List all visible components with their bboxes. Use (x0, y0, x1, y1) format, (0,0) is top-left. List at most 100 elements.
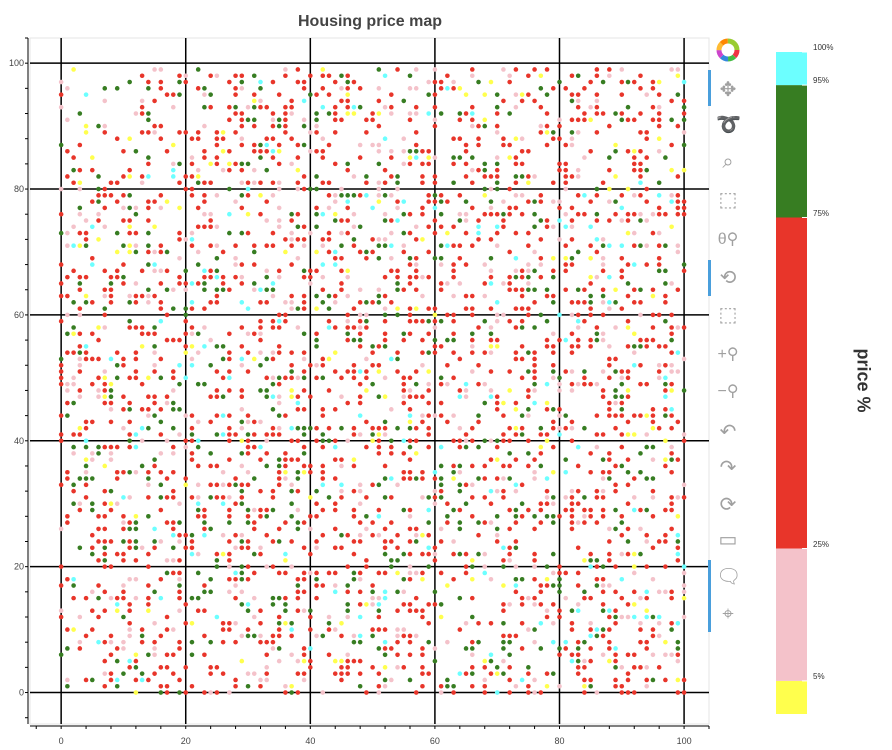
data-point (77, 614, 83, 620)
data-point (370, 532, 375, 538)
data-point (526, 438, 531, 444)
data-point (308, 281, 313, 286)
data-point (557, 652, 562, 658)
data-point (469, 306, 475, 311)
data-point (656, 633, 662, 639)
data-point (426, 161, 431, 167)
data-point (208, 211, 213, 217)
data-point (644, 243, 650, 248)
data-point (594, 111, 600, 116)
data-point (519, 432, 525, 437)
data-point (133, 375, 139, 381)
data-point (382, 306, 388, 311)
data-point (607, 539, 612, 544)
data-point (625, 652, 631, 658)
data-point (77, 186, 83, 192)
data-point (488, 211, 494, 217)
data-point (575, 652, 581, 658)
data-point (283, 117, 288, 123)
data-point (644, 614, 650, 620)
data-point (451, 331, 456, 337)
data-point (320, 180, 326, 186)
data-point (220, 287, 226, 293)
data-point (376, 293, 382, 299)
data-point (607, 375, 612, 381)
data-point (575, 602, 581, 607)
data-point (488, 438, 494, 444)
colorbar-tick-label: 100% (813, 43, 834, 52)
lasso-select-icon[interactable]: ➰ (716, 114, 741, 136)
data-point (426, 92, 431, 97)
data-point (239, 589, 245, 595)
data-point (619, 683, 625, 689)
zoom-out-icon[interactable]: −⚲ (717, 383, 739, 400)
data-point (675, 514, 681, 519)
undo-icon[interactable]: ↶ (719, 421, 737, 443)
zoom-in-out-icon[interactable]: ⟲ (719, 267, 737, 289)
box-select-icon[interactable]: ⬚ (718, 189, 738, 211)
data-point (270, 407, 276, 412)
data-point (538, 218, 544, 223)
data-point (195, 331, 201, 337)
data-point (189, 683, 195, 689)
data-point (494, 161, 500, 167)
data-point (258, 337, 263, 343)
data-point (370, 237, 375, 242)
data-point (563, 570, 569, 576)
zoom-in-icon[interactable]: +⚲ (717, 346, 739, 363)
data-point (270, 193, 276, 198)
data-point (170, 469, 176, 475)
data-point (332, 161, 338, 167)
hover-icon[interactable]: 🗨 (716, 566, 742, 588)
data-point (239, 86, 245, 91)
data-point (152, 123, 157, 129)
data-point (183, 602, 189, 607)
data-point (202, 86, 207, 91)
data-point (389, 243, 394, 248)
data-point (295, 400, 301, 406)
poly-select-icon[interactable]: ⬚ (718, 304, 738, 326)
data-point (357, 344, 363, 349)
box-zoom-icon[interactable]: ⌕ (722, 151, 734, 173)
data-point (289, 98, 294, 104)
data-point (133, 558, 139, 563)
data-point (183, 350, 189, 355)
data-point (407, 633, 413, 639)
data-point (283, 476, 288, 481)
data-point (557, 646, 562, 651)
data-point (170, 142, 176, 148)
data-point (594, 633, 600, 639)
chart-title: Housing price map (297, 13, 443, 30)
data-point (177, 337, 182, 343)
reset-icon[interactable]: ⟳ (719, 494, 737, 516)
data-point (195, 167, 201, 173)
crosshair-icon[interactable]: ⌖ (722, 603, 734, 625)
data-point (177, 161, 182, 167)
data-point (550, 293, 556, 299)
save-icon[interactable]: ▭ (718, 529, 738, 551)
data-point (152, 350, 157, 355)
data-point (407, 111, 413, 116)
data-point (177, 205, 182, 211)
data-point (526, 73, 531, 79)
redo-icon[interactable]: ↷ (719, 457, 737, 479)
wheel-zoom-icon[interactable]: θ⚲ (717, 231, 739, 248)
data-point (376, 532, 382, 538)
data-point (613, 621, 618, 626)
data-point (177, 237, 182, 242)
pan-icon[interactable]: ✥ (719, 79, 737, 101)
data-point (463, 306, 469, 311)
data-point (295, 658, 301, 664)
data-point (208, 589, 213, 595)
data-point (494, 155, 500, 160)
data-point (451, 224, 456, 230)
data-point (258, 677, 263, 683)
data-point (476, 381, 481, 387)
data-point (569, 136, 575, 141)
bokeh-logo[interactable] (716, 38, 740, 62)
data-point (370, 344, 375, 349)
data-point (89, 262, 95, 267)
data-point (295, 425, 301, 431)
data-point (320, 482, 326, 488)
